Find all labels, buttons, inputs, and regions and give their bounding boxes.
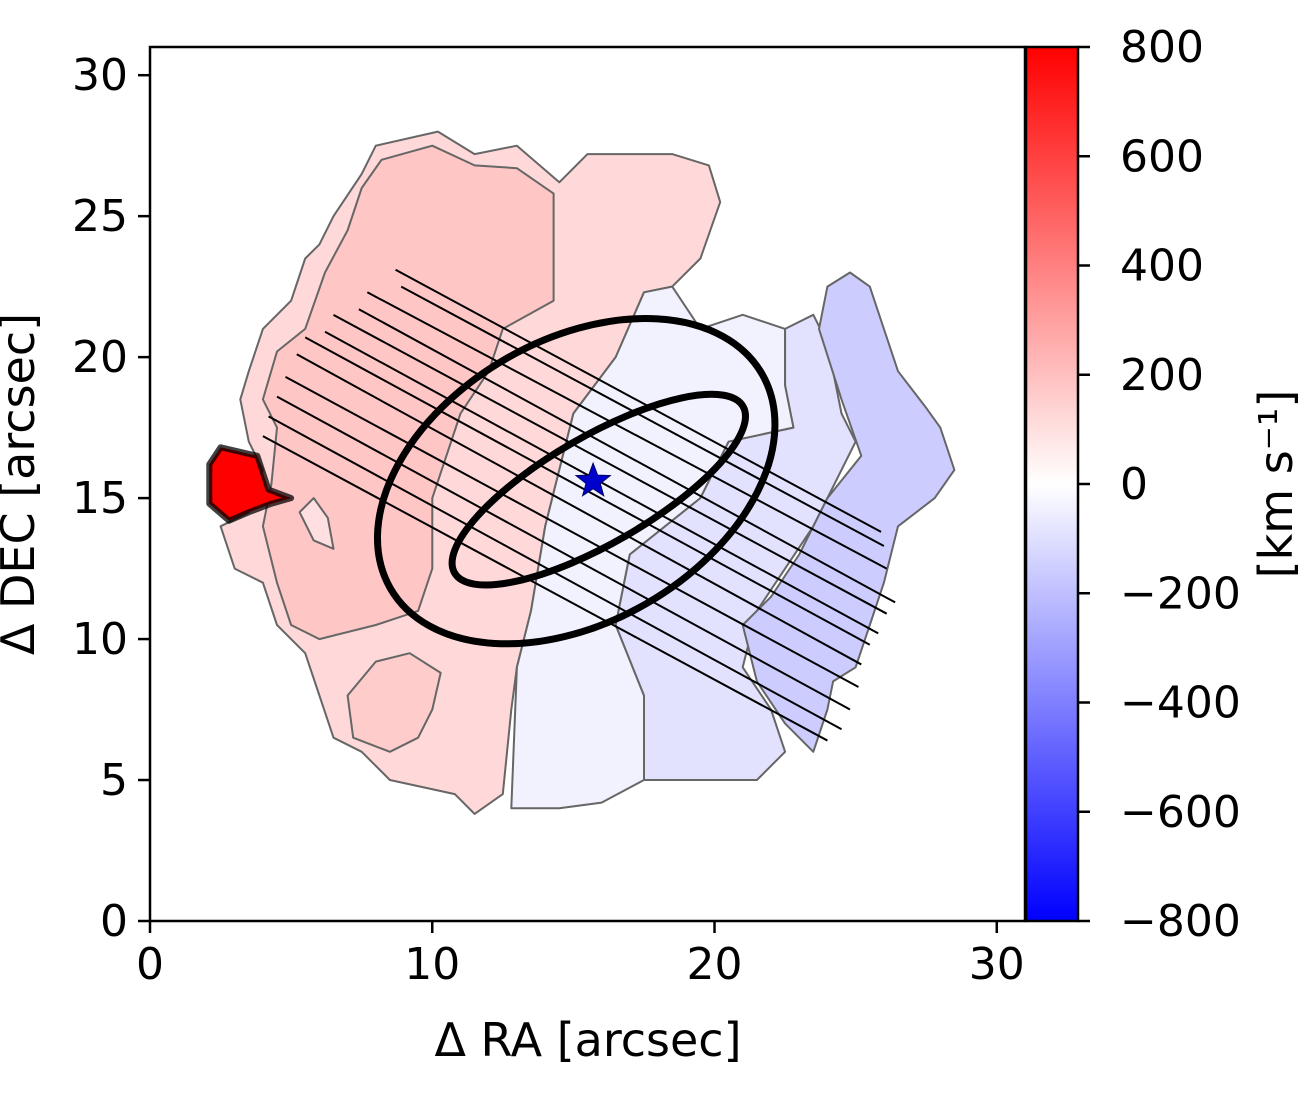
y-axis: 0 5 10 15 20 25 30 <box>72 50 150 947</box>
center-marker <box>574 461 612 497</box>
colorbar-tick-label-1: 600 <box>1120 131 1204 182</box>
star-icon <box>574 461 612 497</box>
x-tick-label-10: 10 <box>404 939 460 990</box>
colorbar-tick-label-5: −200 <box>1120 568 1241 619</box>
plot-area <box>148 45 1027 923</box>
y-tick-label-0: 0 <box>100 896 128 947</box>
hatch-line-12 <box>262 435 828 742</box>
x-tick-label-0: 0 <box>136 939 164 990</box>
hatch-line-3 <box>366 291 888 570</box>
region-island-south <box>346 652 442 753</box>
hatch-line-10 <box>276 395 851 711</box>
x-tick-label-30: 30 <box>969 939 1025 990</box>
colorbar-tick-label-0: 800 <box>1120 22 1204 73</box>
hatch-line-2 <box>400 285 885 547</box>
colorbar-tick-label-8: −800 <box>1120 896 1241 947</box>
region-island-west <box>298 497 335 550</box>
colorbar-tick-label-4: 0 <box>1120 459 1148 510</box>
hatch-line-8 <box>296 353 862 666</box>
x-axis: 0 10 20 30 <box>136 921 1025 990</box>
x-tick-label-20: 20 <box>687 939 743 990</box>
colorbar: 800 600 400 200 0 −200 −400 −600 −800 [km s⁻¹] <box>1024 22 1300 947</box>
y-tick-label-25: 25 <box>72 191 128 242</box>
y-tick-label-10: 10 <box>72 614 128 665</box>
outer-ellipse <box>373 315 779 648</box>
colorbar-tick-label-2: 400 <box>1120 241 1204 292</box>
region-blue-lobe <box>741 271 956 753</box>
region-red-blob <box>206 444 295 524</box>
colorbar-label: [km s⁻¹] <box>1249 390 1300 579</box>
colorbar-tick-label-7: −600 <box>1120 787 1241 838</box>
hatch-line-5 <box>332 313 888 615</box>
y-tick-label-15: 15 <box>72 473 128 524</box>
x-axis-label: Δ RA [arcsec] <box>434 1013 741 1067</box>
hatch-line-1 <box>395 268 882 533</box>
colorbar-ticks: 800 600 400 200 0 −200 −400 −600 −800 <box>1078 22 1241 947</box>
y-tick-label-5: 5 <box>100 755 128 806</box>
colorbar-tick-label-3: 200 <box>1120 350 1204 401</box>
y-axis-label: Δ DEC [arcsec] <box>0 313 45 655</box>
colorbar-bar <box>1026 47 1078 921</box>
colorbar-tick-label-6: −400 <box>1120 678 1241 729</box>
hatch-line-4 <box>358 308 896 604</box>
hatch-line-9 <box>285 375 859 688</box>
y-tick-label-30: 30 <box>72 50 128 101</box>
y-tick-label-20: 20 <box>72 332 128 383</box>
